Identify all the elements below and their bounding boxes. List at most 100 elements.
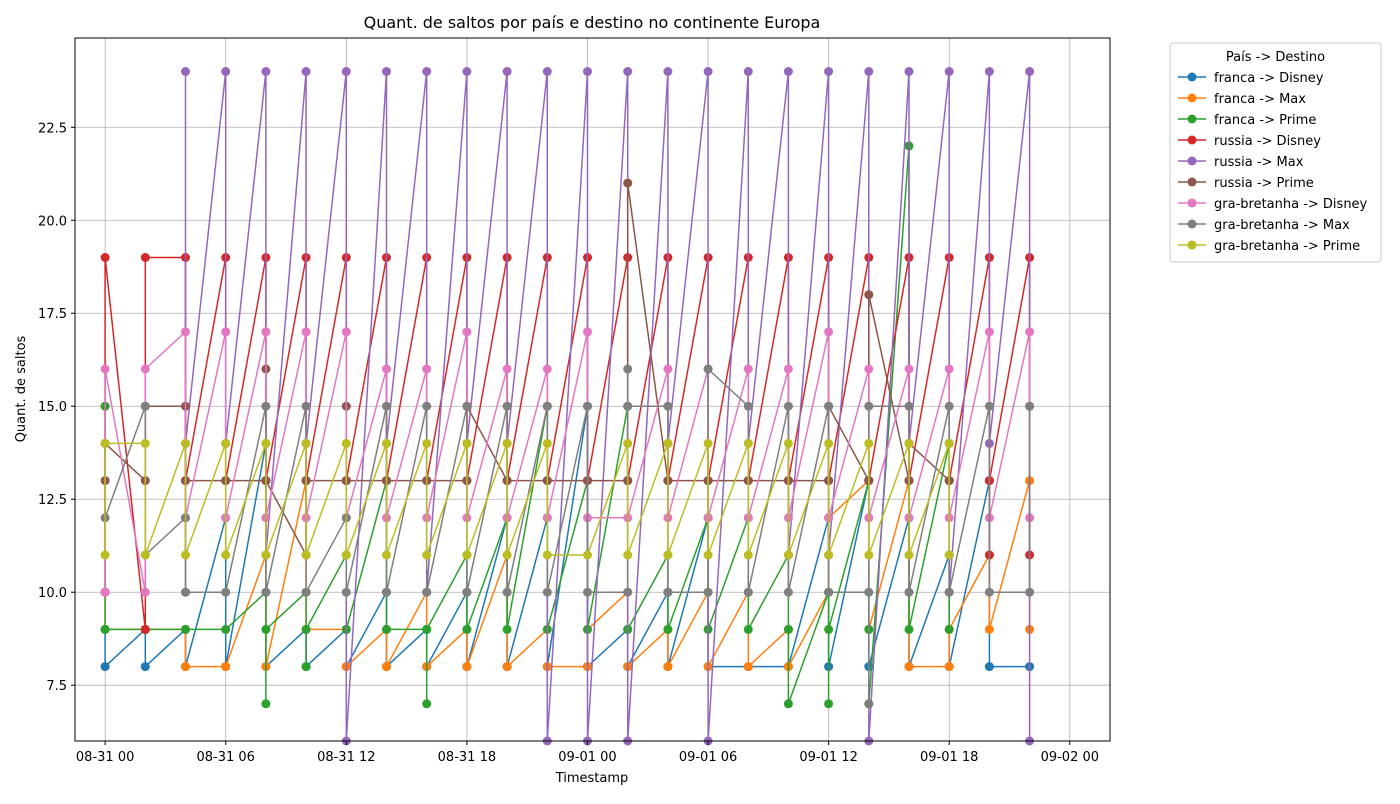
data-point-8-6: [221, 438, 231, 448]
legend-swatch-marker-5: [1187, 177, 1197, 187]
data-point-6-22: [542, 364, 552, 374]
legend-item-7: gra-bretanha -> Max: [1178, 218, 1350, 233]
data-point-6-27: [663, 364, 673, 374]
data-point-4-1: [181, 67, 190, 76]
data-point-4-9: [341, 67, 351, 76]
data-point-4-3: [221, 67, 231, 76]
data-point-7-41: [904, 587, 914, 597]
data-point-2-44: [904, 624, 914, 634]
series-8: [100, 438, 954, 560]
data-point-1-32: [743, 662, 753, 672]
data-point-2-46: [944, 624, 954, 634]
data-point-1-20: [502, 662, 512, 672]
data-point-7-9: [301, 587, 311, 597]
data-point-6-4: [181, 327, 190, 337]
data-point-8-9: [261, 550, 271, 560]
data-point-4-5: [261, 67, 271, 76]
data-point-8-3: [140, 550, 150, 560]
data-point-8-26: [623, 550, 633, 560]
data-point-7-32: [743, 587, 753, 597]
legend: País -> Destino franca -> Disney franca ->…: [1169, 42, 1382, 263]
data-point-4-19: [542, 67, 552, 76]
data-point-2-4: [221, 624, 231, 634]
legend-label-3: russia -> Disney: [1214, 134, 1321, 149]
data-point-2-38: [824, 699, 834, 709]
data-point-0-1: [100, 662, 110, 672]
data-point-8-1: [100, 438, 110, 448]
data-point-8-4: [181, 438, 190, 448]
data-point-2-14: [382, 624, 391, 634]
data-point-7-19: [502, 587, 512, 597]
data-point-4-15: [462, 67, 472, 76]
data-point-8-30: [703, 550, 713, 560]
data-point-2-6: [261, 699, 271, 709]
legend-item-1: franca -> Max: [1178, 92, 1306, 107]
data-point-7-26: [623, 401, 633, 411]
data-point-6-1: [100, 364, 110, 374]
legend-swatch-marker-6: [1187, 198, 1197, 208]
plot-frame: [74, 37, 1111, 742]
data-point-0-43: [984, 662, 994, 672]
data-point-1-28: [663, 662, 673, 672]
data-point-4-30: [743, 67, 753, 76]
data-point-4-42: [984, 67, 994, 76]
data-point-8-28: [663, 550, 673, 560]
data-point-8-27: [663, 438, 673, 448]
y-tick-label-4: 17.5: [38, 307, 67, 322]
data-point-8-2: [140, 438, 150, 448]
legend-item-5: russia -> Prime: [1178, 176, 1314, 191]
legend-label-4: russia -> Max: [1214, 155, 1304, 170]
data-point-8-21: [502, 550, 512, 560]
data-point-8-40: [904, 550, 914, 560]
legend-swatch-marker-7: [1187, 219, 1197, 229]
data-point-7-33: [783, 401, 793, 411]
legend-label-7: gra-bretanha -> Max: [1214, 218, 1350, 233]
data-point-7-40: [904, 401, 914, 411]
data-point-4-26: [663, 67, 673, 76]
data-point-8-34: [783, 550, 793, 560]
data-point-7-20: [542, 401, 552, 411]
data-point-8-32: [743, 550, 753, 560]
data-point-8-25: [623, 438, 633, 448]
legend-title: País -> Destino: [1226, 50, 1325, 65]
data-point-2-29: [663, 624, 673, 634]
data-point-2-17: [422, 624, 432, 634]
data-point-7-4: [181, 587, 190, 597]
series-6: [100, 327, 1035, 597]
data-point-8-22: [542, 438, 552, 448]
data-point-2-19: [462, 624, 472, 634]
data-point-7-31: [743, 401, 753, 411]
y-tick-label-0: 7.5: [46, 679, 67, 694]
data-point-4-7: [301, 67, 311, 76]
data-point-6-6: [221, 327, 231, 337]
legend-label-1: franca -> Max: [1214, 92, 1306, 107]
data-point-8-17: [422, 550, 432, 560]
x-tick-label-4: 09-01 00: [558, 750, 616, 765]
data-point-8-35: [824, 438, 834, 448]
legend-box: [1169, 42, 1382, 263]
legend-item-0: franca -> Disney: [1178, 71, 1324, 86]
x-tick-label-3: 08-31 18: [438, 750, 496, 765]
data-point-6-14: [382, 364, 391, 374]
data-point-8-42: [944, 550, 954, 560]
x-tick-label-8: 09-02 00: [1041, 750, 1099, 765]
x-tick-label-1: 08-31 06: [197, 750, 255, 765]
data-point-8-41: [944, 438, 954, 448]
legend-label-6: gra-bretanha -> Disney: [1214, 197, 1368, 212]
data-point-6-20: [502, 364, 512, 374]
chart-title: Quant. de saltos por país e destino no c…: [364, 13, 821, 32]
x-tick-label-2: 08-31 12: [317, 750, 375, 765]
data-point-1-18: [462, 662, 472, 672]
data-point-7-35: [824, 401, 834, 411]
data-point-2-3: [181, 624, 190, 634]
x-tick-label-5: 09-01 06: [679, 750, 737, 765]
data-point-7-38: [864, 699, 874, 709]
y-tick-label-1: 10.0: [38, 586, 67, 601]
data-point-6-43: [984, 327, 994, 337]
data-point-7-11: [341, 587, 351, 597]
data-point-8-38: [864, 550, 874, 560]
x-tick-label-6: 09-01 12: [799, 750, 857, 765]
data-point-4-24: [623, 67, 633, 76]
data-point-8-20: [502, 438, 512, 448]
